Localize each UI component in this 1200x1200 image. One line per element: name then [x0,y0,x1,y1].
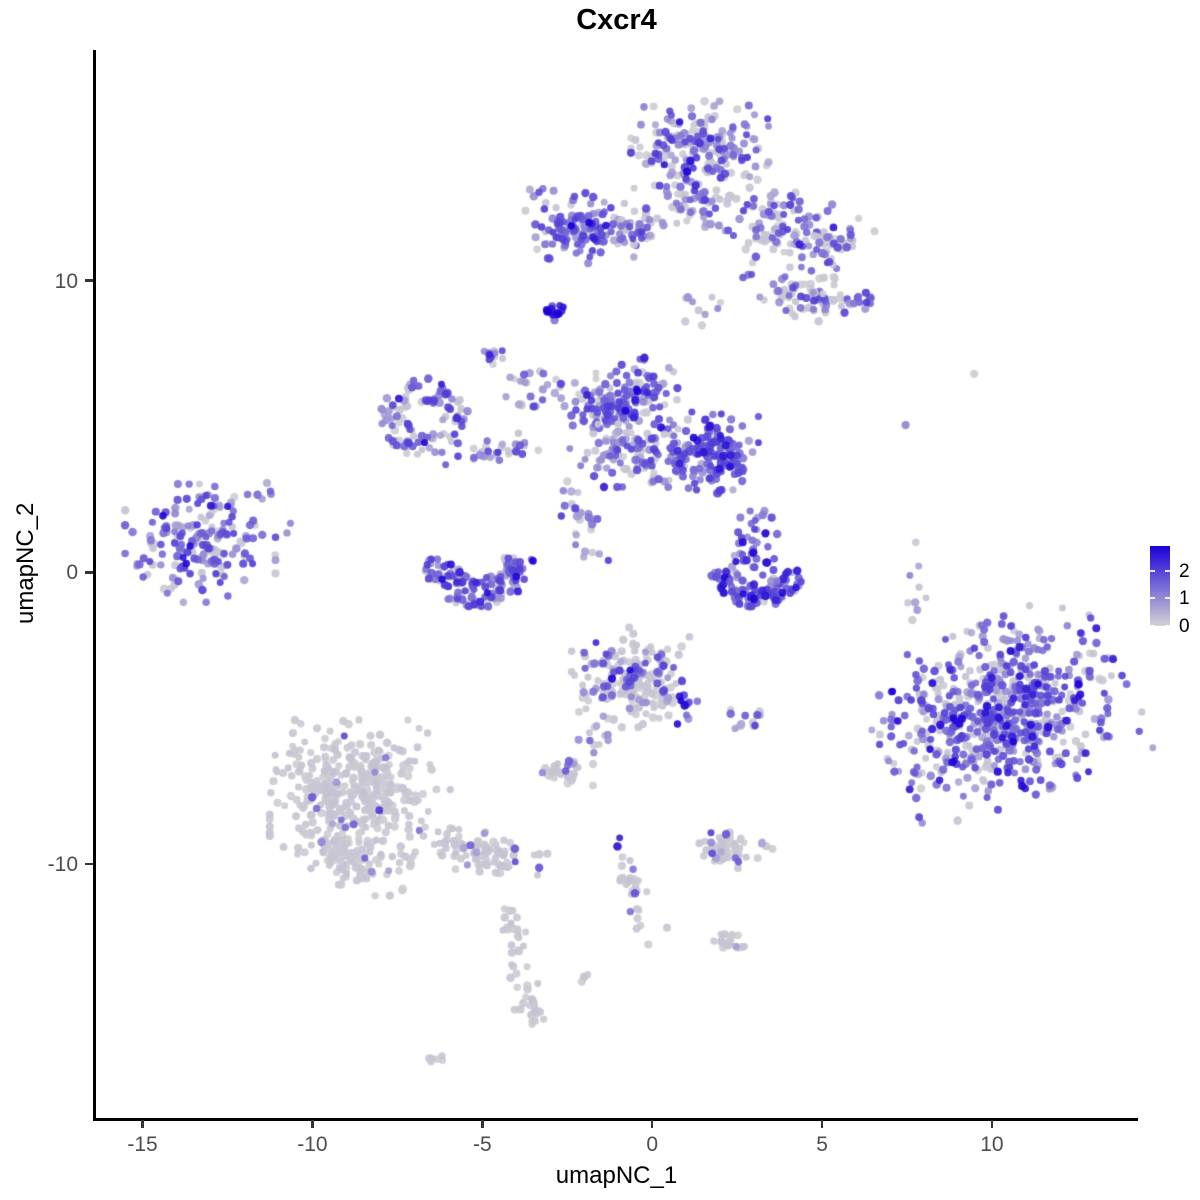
x-tick-label: 10 [980,1133,1004,1156]
x-tick-mark [481,1120,484,1128]
legend-colorbar [1150,546,1170,626]
legend-tick-mark [1150,597,1155,600]
y-tick-mark [84,571,93,574]
legend-tick-mark [1165,569,1170,572]
y-tick-label: 0 [66,561,78,585]
x-axis-title: umapNC_1 [555,1162,678,1189]
y-tick-mark [84,279,93,282]
x-tick-label: -15 [127,1133,158,1156]
x-tick-mark [650,1120,654,1128]
plot-title: Cxcr4 [576,4,657,36]
y-tick-mark [84,862,93,866]
x-tick-mark [311,1120,314,1128]
x-tick-label: 0 [646,1133,659,1156]
legend-tick-label: 1 [1179,588,1190,610]
x-tick-mark [141,1120,144,1128]
x-tick-mark [990,1120,994,1128]
legend-tick-label: 0 [1179,616,1190,637]
legend-tick-mark [1165,625,1170,627]
legend-tick-mark [1150,569,1155,572]
x-tick-label: 5 [816,1133,828,1156]
x-tick-label: -5 [472,1133,492,1156]
y-axis-line [92,50,96,1121]
y-tick-label: -10 [47,853,78,877]
legend-tick-mark [1150,625,1155,627]
y-tick-label: 10 [54,269,78,293]
x-axis-line [92,1117,1138,1121]
legend-tick-label: 2 [1179,560,1190,582]
legend-tick-mark [1165,597,1170,600]
y-axis-title: umapNC_2 [12,502,39,624]
x-tick-label: -10 [297,1133,328,1156]
x-tick-mark [820,1120,824,1128]
